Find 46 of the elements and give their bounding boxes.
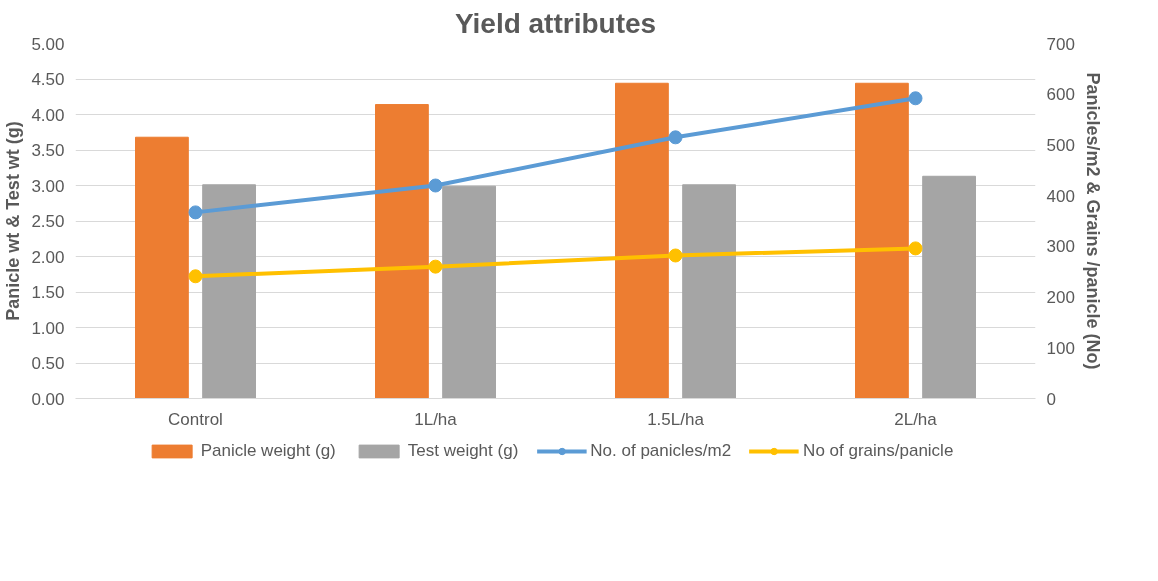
y2-tick-label: 500 (1046, 135, 1075, 155)
y-tick-label: 4.00 (31, 105, 65, 125)
y-tick-label: 3.50 (31, 141, 65, 160)
y-tick-label: 5.00 (31, 34, 65, 54)
point (668, 248, 683, 263)
y-tick-label: 3.00 (31, 176, 65, 196)
y-tick-label: 4.50 (31, 70, 65, 89)
point (188, 269, 203, 284)
chart-title: Yield attributes (454, 7, 657, 39)
y2-tick-label: 100 (1046, 338, 1075, 358)
bar (202, 184, 256, 399)
y2-tick-label: 300 (1046, 237, 1075, 257)
bar (442, 185, 496, 399)
point (668, 130, 683, 145)
bar (615, 82, 669, 399)
y2-tick-label: 700 (1046, 34, 1075, 54)
bar (375, 104, 429, 399)
y2-tick-label: 0 (1046, 389, 1056, 409)
y2-tick-label: 400 (1046, 186, 1075, 206)
legend-label: Test weight (g) (407, 441, 519, 461)
y-tick-label: 1.00 (31, 318, 65, 338)
y2-tick-label: 600 (1046, 85, 1075, 105)
x-tick-label: 2L/ha (894, 409, 938, 429)
legend-label: No of grains/panicle (803, 441, 954, 461)
point (908, 241, 923, 256)
y2-tick-label: 200 (1046, 288, 1075, 308)
x-tick-label: 1.5L/ha (647, 409, 705, 429)
y-tick-label: 1.50 (31, 283, 65, 302)
y2-axis-title: Panicles/m2 & Grains /panicle (No) (1082, 72, 1103, 370)
legend-label: Panicle weight (g) (200, 441, 336, 461)
x-tick-label: Control (168, 409, 223, 429)
y-axis-title: Panicle wt & Test wt (g) (3, 121, 24, 321)
y-tick-label: 0.00 (31, 389, 65, 409)
x-tick-label: 1L/ha (414, 409, 458, 429)
bar (855, 82, 909, 399)
y-tick-label: 0.50 (31, 354, 65, 373)
legend-label: No. of panicles/m2 (590, 441, 732, 461)
point (908, 91, 923, 106)
bar (682, 184, 736, 399)
point (428, 259, 443, 274)
y-tick-label: 2.00 (31, 247, 65, 267)
y-tick-label: 2.50 (31, 212, 65, 231)
bar (135, 136, 189, 399)
point (428, 178, 443, 193)
bar (922, 175, 976, 399)
point (188, 205, 203, 220)
